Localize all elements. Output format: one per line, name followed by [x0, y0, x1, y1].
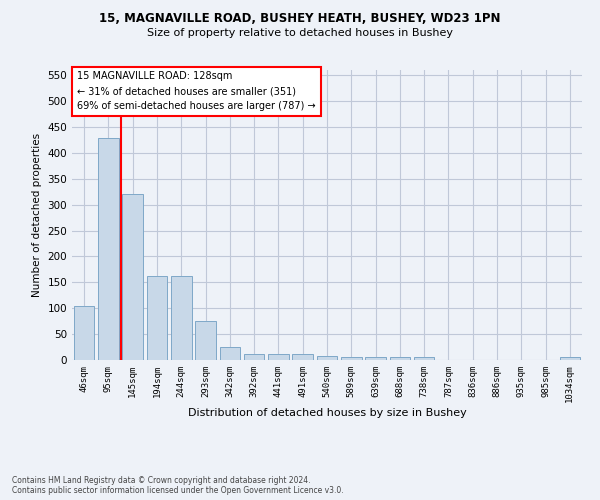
- Text: Contains HM Land Registry data © Crown copyright and database right 2024.
Contai: Contains HM Land Registry data © Crown c…: [12, 476, 344, 495]
- Bar: [317, 356, 337, 360]
- X-axis label: Distribution of detached houses by size in Bushey: Distribution of detached houses by size …: [188, 408, 466, 418]
- Y-axis label: Number of detached properties: Number of detached properties: [32, 133, 42, 297]
- Bar: [389, 358, 410, 360]
- Bar: [171, 276, 191, 360]
- Bar: [244, 354, 265, 360]
- Text: 15, MAGNAVILLE ROAD, BUSHEY HEATH, BUSHEY, WD23 1PN: 15, MAGNAVILLE ROAD, BUSHEY HEATH, BUSHE…: [99, 12, 501, 26]
- Bar: [74, 306, 94, 360]
- Bar: [195, 320, 216, 360]
- Bar: [220, 347, 240, 360]
- Text: 15 MAGNAVILLE ROAD: 128sqm
← 31% of detached houses are smaller (351)
69% of sem: 15 MAGNAVILLE ROAD: 128sqm ← 31% of deta…: [77, 72, 316, 111]
- Bar: [560, 358, 580, 360]
- Bar: [146, 276, 167, 360]
- Text: Size of property relative to detached houses in Bushey: Size of property relative to detached ho…: [147, 28, 453, 38]
- Bar: [292, 354, 313, 360]
- Bar: [341, 358, 362, 360]
- Bar: [122, 194, 143, 360]
- Bar: [414, 358, 434, 360]
- Bar: [268, 354, 289, 360]
- Bar: [98, 138, 119, 360]
- Bar: [365, 358, 386, 360]
